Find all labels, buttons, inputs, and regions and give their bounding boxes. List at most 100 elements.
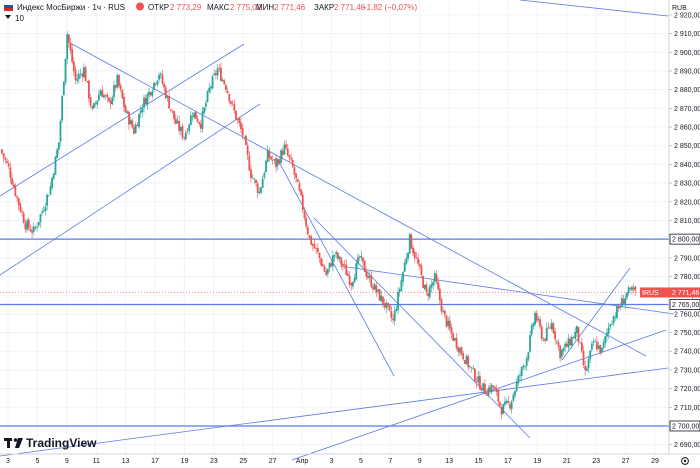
- candle-body: [450, 327, 453, 334]
- time-tick-label: 21: [563, 458, 571, 465]
- candle-body: [310, 236, 313, 245]
- candlestick-series: [1, 31, 637, 420]
- time-tick-label: 19: [533, 458, 541, 465]
- candle-body: [415, 257, 418, 259]
- candle-body: [291, 159, 294, 167]
- candle-body: [505, 400, 508, 403]
- chart-header: Индекс МосБиржи · 1ч · RUS ОТКР 2 773,29…: [3, 1, 417, 23]
- candle-body: [74, 69, 77, 80]
- trend-line[interactable]: [277, 159, 395, 377]
- trend-line[interactable]: [0, 103, 261, 276]
- candle-body: [54, 156, 57, 175]
- candle-body: [417, 258, 419, 264]
- candle-body: [34, 226, 37, 229]
- candle-body: [535, 313, 538, 321]
- tradingview-logo[interactable]: TradingView: [4, 436, 97, 450]
- trend-line[interactable]: [313, 217, 531, 439]
- price-axis[interactable]: 2 920,00 2 910,00 2 900,00 2 890,00 2 880,00…: [640, 12, 700, 449]
- time-tick-label: 9: [65, 458, 69, 465]
- price-tick-label: 2 910,00: [674, 31, 700, 38]
- candle-body: [261, 178, 264, 188]
- trend-line[interactable]: [0, 367, 669, 457]
- candle-body: [372, 286, 374, 290]
- trend-lines[interactable]: [0, 0, 675, 461]
- candle-body: [433, 273, 436, 282]
- horizontal-price-lines[interactable]: [0, 238, 669, 427]
- candle-body: [166, 95, 169, 98]
- time-tick-label: 23: [592, 458, 600, 465]
- candle-body: [539, 319, 541, 327]
- candle-body: [443, 310, 446, 315]
- time-tick-label: 17: [151, 458, 159, 465]
- time-tick-label: 27: [622, 458, 630, 465]
- candle-body: [377, 289, 379, 292]
- trend-line[interactable]: [0, 43, 245, 197]
- candle-body: [321, 264, 324, 267]
- candle-body: [153, 82, 155, 91]
- trend-line[interactable]: [519, 0, 669, 17]
- candle-body: [362, 257, 364, 262]
- candle-body: [572, 337, 575, 339]
- candle-body: [113, 85, 115, 98]
- candle-body: [412, 247, 414, 254]
- ticker-label: IRUS: [642, 290, 659, 297]
- trend-line[interactable]: [291, 329, 667, 461]
- candle-body: [146, 94, 149, 105]
- candle-body: [9, 167, 12, 178]
- candle-body: [14, 185, 17, 196]
- candle-body: [540, 326, 543, 340]
- candle-body: [375, 285, 378, 293]
- close-label: ЗАКР: [314, 3, 334, 12]
- candle-body: [62, 81, 65, 96]
- candle-body: [173, 110, 176, 120]
- candle-body: [492, 385, 495, 387]
- candle-body: [296, 179, 299, 182]
- candle-body: [567, 338, 570, 348]
- candle-body: [208, 87, 211, 92]
- candle-body: [308, 235, 311, 238]
- candle-body: [42, 210, 45, 212]
- candle-body: [407, 252, 409, 259]
- candle-body: [316, 248, 319, 253]
- candle-body: [458, 348, 461, 353]
- candle-body: [592, 341, 595, 343]
- candle-body: [89, 97, 92, 106]
- currency-label[interactable]: RUB: [672, 5, 687, 12]
- candle-body: [275, 158, 277, 167]
- candle-body: [243, 136, 246, 138]
- candle-body: [52, 173, 55, 179]
- candle-body: [405, 258, 408, 264]
- candle-body: [323, 266, 326, 272]
- symbol-title[interactable]: Индекс МосБиржи · 1ч · RUS: [17, 3, 125, 12]
- candle-body: [480, 388, 483, 391]
- chevron-down-icon[interactable]: [5, 15, 11, 19]
- candle-body: [64, 58, 67, 83]
- candle-body: [318, 252, 321, 258]
- candle-body: [330, 263, 333, 267]
- indicator-legend[interactable]: 10: [5, 14, 24, 23]
- price-tick-label: 2 830,00: [674, 181, 700, 188]
- candle-body: [223, 80, 226, 85]
- candle-body: [79, 73, 82, 75]
- candle-body: [250, 169, 252, 179]
- candle-body: [108, 97, 110, 102]
- trend-line[interactable]: [561, 267, 631, 361]
- time-axis[interactable]: 3 5 9 11 13 17 19 23 25 27 Апр 3 5 7 9 13 15 17 19 21 23 27 29: [6, 458, 659, 465]
- candle-body: [609, 324, 612, 327]
- price-tick-label: 2 780,00: [674, 274, 700, 281]
- price-line-label-box: [669, 233, 700, 245]
- candle-body: [542, 339, 545, 341]
- settings-gear-icon[interactable]: [681, 457, 689, 465]
- candle-body: [347, 273, 349, 276]
- candle-body: [174, 118, 177, 125]
- low-label: МИН: [256, 3, 274, 12]
- candle-body: [580, 342, 583, 352]
- candle-body: [326, 268, 329, 274]
- candle-body: [489, 386, 491, 392]
- candle-body: [46, 194, 49, 206]
- candle-body: [276, 159, 279, 166]
- candle-body: [283, 144, 286, 155]
- candle-body: [418, 264, 421, 267]
- candle-body: [2, 153, 5, 158]
